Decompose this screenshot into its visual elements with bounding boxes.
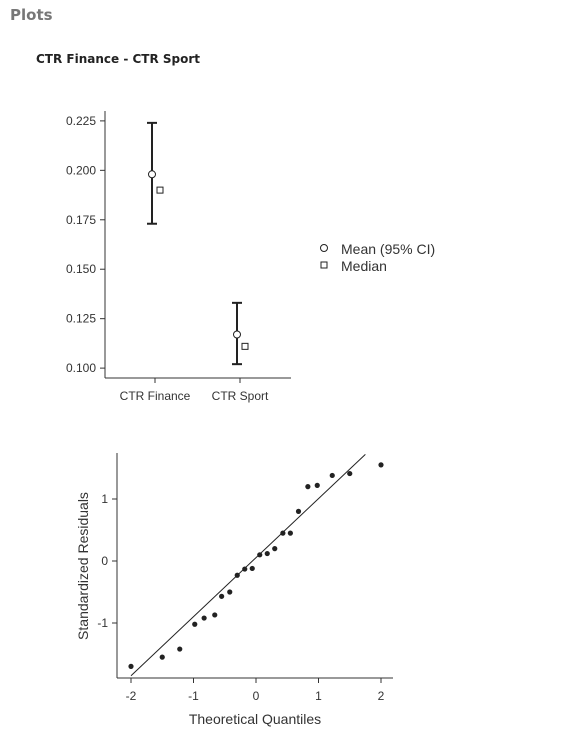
plot-title: CTR Finance - CTR Sport — [36, 52, 201, 66]
data-point — [192, 621, 198, 627]
legend-mean-label: Mean (95% CI) — [341, 241, 435, 257]
y-axis-label: Standardized Residuals — [75, 492, 91, 640]
mean-point — [233, 330, 241, 339]
y-tick-label: 1 — [101, 492, 108, 506]
legend-median-symbol — [320, 261, 328, 269]
median-point — [241, 342, 249, 350]
x-tick-label: -1 — [188, 689, 199, 703]
reference-line — [130, 453, 366, 677]
data-point — [212, 612, 218, 618]
data-point — [329, 472, 335, 479]
descriptives-plot: 0.100 0.125 0.150 0.175 0.200 0.225 CTR Financ… — [66, 111, 435, 403]
data-point — [201, 615, 207, 621]
data-point — [257, 552, 263, 558]
panel-title: Plots — [10, 6, 53, 24]
legend-median-label: Median — [341, 258, 387, 274]
data-point — [347, 470, 353, 477]
x-tick-label: 2 — [378, 689, 385, 703]
data-point — [249, 565, 255, 572]
x-tick-label: -2 — [126, 689, 137, 703]
y-tick-label: -1 — [97, 616, 108, 630]
data-point — [272, 546, 278, 552]
data-point — [219, 593, 225, 599]
x-axis-label: Theoretical Quantiles — [189, 711, 321, 727]
data-point — [305, 484, 311, 490]
data-point — [177, 646, 183, 652]
data-point — [378, 462, 384, 468]
y-tick-label: 0.200 — [66, 163, 96, 177]
y-tick-label: 0.100 — [66, 361, 96, 375]
mean-point — [148, 170, 156, 179]
y-tick-label: 0.175 — [66, 213, 96, 227]
median-point — [156, 186, 164, 194]
x-tick-label: CTR Sport — [212, 389, 269, 403]
y-tick-label: 0.150 — [66, 262, 96, 276]
data-point — [287, 530, 293, 536]
x-tick-label: 0 — [253, 689, 260, 703]
data-point — [128, 663, 134, 670]
data-point — [280, 530, 286, 536]
y-tick-label: 0.125 — [66, 312, 96, 326]
legend-mean-symbol — [320, 244, 328, 252]
y-tick-label: 0.225 — [66, 114, 96, 128]
x-tick-label: CTR Finance — [120, 389, 191, 403]
data-point — [234, 572, 240, 578]
data-point — [159, 654, 165, 660]
data-point — [227, 589, 233, 595]
data-point — [295, 508, 302, 514]
x-tick-label: 1 — [315, 689, 322, 703]
data-point — [242, 566, 248, 572]
data-point — [264, 550, 270, 557]
data-point — [314, 482, 320, 488]
y-tick-label: 0 — [101, 554, 108, 568]
